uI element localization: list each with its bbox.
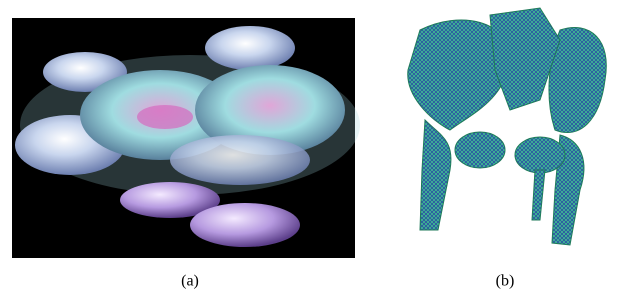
panel-a-image bbox=[12, 18, 360, 258]
panel-b-image bbox=[408, 8, 607, 245]
caption: (b) bbox=[496, 273, 515, 290]
caption: (a) bbox=[181, 273, 199, 290]
figure: (a) (b) bbox=[0, 0, 623, 295]
page: (a) (b) (() => { const data = JSON.parse… bbox=[0, 0, 623, 295]
